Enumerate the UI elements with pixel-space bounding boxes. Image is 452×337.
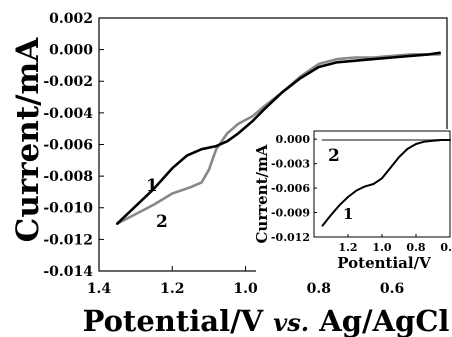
inset-plot: 0.000 -0.003 -0.006 -0.009 -0.012 1.2 1.0 0.8 0…: [253, 129, 452, 273]
y-tick-label: -0.003: [271, 157, 310, 170]
x-tick-label: 1.0: [233, 281, 258, 297]
main-series: [116, 51, 442, 225]
x-tick-label: 0.8: [406, 241, 425, 254]
x-tick-label: 1.2: [338, 241, 357, 254]
y-tick-label: 0.002: [49, 11, 93, 27]
y-tick-label: -0.006: [43, 137, 93, 153]
main-y-ticks: 0.002 0.000 -0.002 -0.004 -0.006 -0.008 -0.010…: [43, 11, 104, 280]
inset-background: [256, 129, 452, 273]
x-tick-label: 1.0: [372, 241, 391, 254]
y-tick-label: -0.010: [43, 201, 93, 217]
inset-x-axis-label: Potential/V: [337, 254, 431, 272]
y-tick-label: -0.006: [271, 182, 310, 195]
y-tick-label: -0.002: [43, 74, 93, 90]
y-tick-label: -0.012: [271, 231, 310, 244]
y-tick-label: 0.000: [49, 43, 93, 59]
y-tick-label: -0.004: [43, 106, 93, 122]
main-curve-label-2: 2: [156, 212, 168, 232]
series-line-1: [321, 139, 451, 227]
inset-x-ticks: 1.2 1.0 0.8 0.6: [338, 234, 452, 254]
series-line-2: [116, 53, 442, 225]
inset-y-ticks: 0.000 -0.003 -0.006 -0.009 -0.012: [271, 133, 317, 244]
inset-curve-label-2: 2: [328, 146, 340, 166]
inset-curve-label-1: 1: [343, 205, 353, 223]
x-tick-label: 1.2: [160, 281, 184, 297]
y-tick-label: 0.000: [276, 133, 311, 146]
x-tick-label: 0.6: [440, 241, 452, 254]
inset-series: [321, 139, 451, 227]
inset-y-axis-label: Current/mA: [253, 144, 271, 243]
x-tick-label: 0.6: [380, 281, 404, 297]
main-curve-label-1: 1: [146, 176, 158, 196]
main-x-axis-label-suffix: Ag/AgCl: [309, 304, 449, 337]
y-tick-label: -0.014: [43, 264, 93, 280]
y-tick-label: -0.012: [43, 232, 93, 248]
main-x-axis-label-prefix: Potential/V: [83, 304, 274, 337]
main-y-axis-label: Current/mA: [10, 37, 46, 243]
main-x-axis-label-italic: vs.: [273, 308, 309, 337]
y-tick-label: -0.009: [271, 206, 310, 219]
x-tick-label: 0.8: [307, 281, 331, 297]
main-plot: 0.002 0.000 -0.002 -0.004 -0.006 -0.008 -0.010…: [10, 11, 449, 337]
main-x-ticks: 1.4 1.2 1.0 0.8 0.6: [87, 266, 404, 297]
series-line-1: [116, 51, 442, 225]
x-tick-label: 1.4: [87, 281, 112, 297]
y-tick-label: -0.008: [43, 169, 93, 185]
main-x-axis-label: Potential/V vs. Ag/AgCl: [83, 304, 450, 337]
